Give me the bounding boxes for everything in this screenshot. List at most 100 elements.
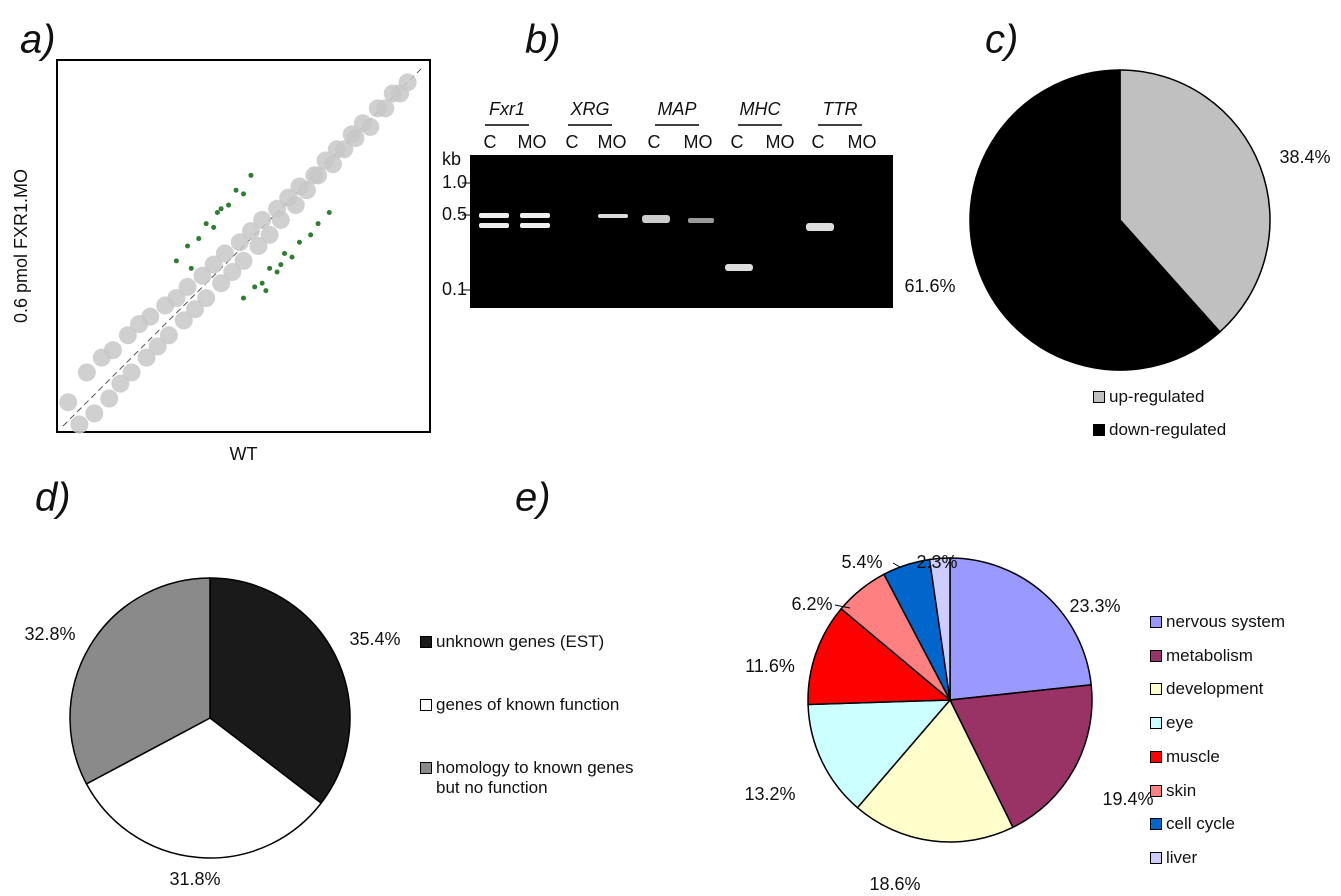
- legend-text: liver: [1166, 848, 1197, 868]
- legend-item: genes of known function: [420, 695, 635, 715]
- legend-swatch: [1150, 785, 1162, 797]
- gene-label: Fxr1: [489, 99, 525, 119]
- gel-band: [598, 214, 628, 218]
- legend-item: up-regulated: [1093, 387, 1204, 407]
- scatter-point: [204, 221, 209, 226]
- scatter-point: [226, 203, 231, 208]
- value-label: 23.3%: [1069, 596, 1120, 616]
- y-axis-label: 0.6 pmol FXR1.MO: [11, 169, 31, 323]
- scatter-point: [78, 363, 96, 381]
- lane-label: MO: [766, 132, 795, 152]
- value-label: 5.4%: [841, 552, 882, 572]
- scatter-point: [289, 255, 294, 260]
- scatter-point: [160, 326, 178, 344]
- lane-label: C: [484, 132, 497, 152]
- lane-label: MO: [598, 132, 627, 152]
- gel-band: [520, 223, 550, 228]
- legend-item: metabolism: [1150, 646, 1253, 666]
- value-label: 61.6%: [904, 276, 955, 296]
- scatter-point: [308, 232, 313, 237]
- legend-swatch: [420, 762, 432, 774]
- legend-swatch: [1150, 751, 1162, 763]
- lane-label: C: [648, 132, 661, 152]
- value-label: 38.4%: [1279, 147, 1330, 167]
- lane-label: MO: [848, 132, 877, 152]
- scatter-point: [272, 211, 290, 229]
- scatter-point: [278, 262, 283, 267]
- legend-text: development: [1166, 679, 1263, 699]
- gel-image: [470, 155, 893, 308]
- legend-text: skin: [1166, 781, 1196, 801]
- legend-swatch: [1150, 717, 1162, 729]
- size-label: 0.5: [442, 204, 467, 224]
- size-label: 1.0: [442, 172, 467, 192]
- leader-line: [893, 563, 900, 567]
- panel-label: c): [985, 18, 1018, 62]
- value-label: 19.4%: [1102, 789, 1153, 809]
- scatter-point: [141, 308, 159, 326]
- scatter-point: [287, 196, 305, 214]
- gel-band: [479, 213, 509, 218]
- panel-label: b): [525, 18, 561, 62]
- scatter-point: [241, 296, 246, 301]
- scatter-point: [361, 118, 379, 136]
- lane-label: C: [566, 132, 579, 152]
- legend-item: development: [1150, 679, 1263, 699]
- value-label: 13.2%: [744, 784, 795, 804]
- gel-band: [806, 223, 834, 231]
- scatter-point: [216, 244, 234, 262]
- scatter-point: [104, 341, 122, 359]
- scatter-point: [248, 173, 253, 178]
- value-label: 2.3%: [916, 552, 957, 572]
- scatter-point: [189, 266, 194, 271]
- legend-text: nervous system: [1166, 612, 1285, 632]
- legend-item: eye: [1150, 713, 1193, 733]
- pie-slice: [950, 558, 1091, 700]
- scatter-point: [399, 73, 417, 91]
- scatter-point: [100, 390, 118, 408]
- panel-label: a): [20, 18, 56, 62]
- scatter-point: [174, 258, 179, 263]
- gene-label: MAP: [657, 99, 696, 119]
- value-label: 35.4%: [349, 629, 400, 649]
- legend-swatch: [420, 636, 432, 648]
- scatter-point: [297, 240, 302, 245]
- gel-band: [725, 264, 753, 271]
- legend-text: muscle: [1166, 747, 1220, 767]
- legend-swatch: [1093, 391, 1105, 403]
- gel-band: [479, 223, 509, 228]
- scatter-point: [263, 288, 268, 293]
- value-label: 32.8%: [24, 624, 75, 644]
- scatter-point: [196, 236, 201, 241]
- gel-band: [688, 218, 714, 223]
- figure: b) Fxr1XRGMAPMHCTTRCMOCMOCMOCMOCMOkb1.00…: [0, 0, 1341, 896]
- lane-label: MO: [518, 132, 547, 152]
- scatter-point: [59, 393, 77, 411]
- legend-text: up-regulated: [1109, 387, 1204, 407]
- scatter-point: [260, 281, 265, 286]
- scatter-point: [219, 206, 224, 211]
- legend-swatch: [420, 699, 432, 711]
- size-label: 0.1: [442, 279, 467, 299]
- legend-text: unknown genes (EST): [436, 632, 604, 652]
- legend-text: homology to known genes but no function: [436, 758, 635, 798]
- scatter-point: [179, 278, 197, 296]
- legend-item: cell cycle: [1150, 814, 1235, 834]
- legend-item: muscle: [1150, 747, 1220, 767]
- legend-item: nervous system: [1150, 612, 1285, 632]
- legend-swatch: [1150, 683, 1162, 695]
- legend-text: cell cycle: [1166, 814, 1235, 834]
- value-label: 18.6%: [869, 874, 920, 894]
- scatter-point: [185, 244, 190, 249]
- gene-label: TTR: [823, 99, 858, 119]
- scatter-point: [327, 210, 332, 215]
- scatter-point: [234, 188, 239, 193]
- lane-label: MO: [684, 132, 713, 152]
- gene-label: XRG: [569, 99, 609, 119]
- legend-item: skin: [1150, 781, 1196, 801]
- legend-item: down-regulated: [1093, 420, 1226, 440]
- scatter-point: [252, 284, 257, 289]
- legend-swatch: [1150, 616, 1162, 628]
- legend-text: metabolism: [1166, 646, 1253, 666]
- legend-swatch: [1150, 852, 1162, 864]
